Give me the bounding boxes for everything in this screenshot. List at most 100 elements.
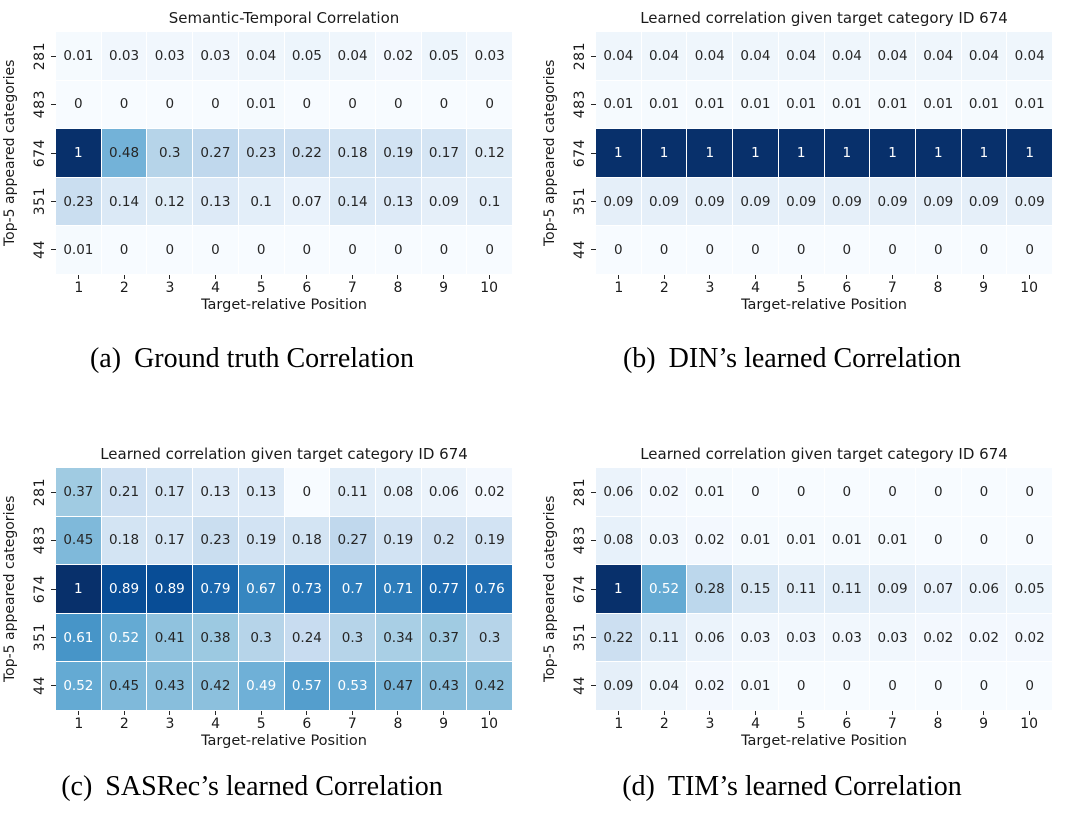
heatmap-cell: 0.09 <box>596 662 641 710</box>
heatmap-cell: 0.23 <box>238 129 284 177</box>
x-tick-mark <box>937 275 939 279</box>
x-tick-label: 7 <box>887 280 897 296</box>
heatmap-cell: 1 <box>961 129 1007 177</box>
heatmap-cell: 0 <box>284 226 330 274</box>
y-tick-label: 674 <box>32 138 48 168</box>
x-tick-label: 9 <box>979 716 989 732</box>
heatmap-cell: 0.04 <box>733 32 778 80</box>
y-tick: 483 <box>562 516 596 564</box>
heatmap-cell: 0.49 <box>238 662 284 710</box>
heatmap-cell: 0 <box>330 80 375 129</box>
x-tick-label: 1 <box>74 280 84 296</box>
heatmap-cell: 0.04 <box>824 32 870 80</box>
heatmap-cell: 0.19 <box>467 516 512 565</box>
plot-title-a: Semantic-Temporal Correlation <box>168 9 400 27</box>
y-tick-label: 281 <box>572 478 588 507</box>
y-tick-mark <box>51 685 56 687</box>
y-tick-mark <box>591 200 596 202</box>
x-tick: 9 <box>961 274 1007 296</box>
heatmap-cell: 0 <box>915 468 961 516</box>
heatmap-cell: 0.04 <box>641 32 687 80</box>
y-tick-mark <box>51 636 56 638</box>
heatmap-cell: 0.48 <box>101 129 147 177</box>
heatmap-cell: 0.04 <box>687 32 733 80</box>
caption-label: (d) <box>622 771 655 802</box>
heatmap-cell: 0.04 <box>1007 32 1052 80</box>
y-tick: 44 <box>562 662 596 710</box>
heatmap-cell: 0.28 <box>687 565 733 613</box>
heatmap-cell: 1 <box>56 565 101 613</box>
heatmap-cell: 0.38 <box>193 613 238 662</box>
plot-title-d: Learned correlation given target categor… <box>640 445 1008 463</box>
heatmap-cell: 1 <box>687 129 733 177</box>
heatmap-cell: 0 <box>101 80 147 129</box>
panel-c: Learned correlation given target categor… <box>0 420 540 828</box>
heatmap-cell: 0.79 <box>193 565 238 613</box>
y-tick-label: 281 <box>572 42 588 71</box>
x-tick-mark <box>1028 711 1030 715</box>
x-tick-label: 7 <box>347 280 357 296</box>
heatmap-cell: 1 <box>596 129 641 177</box>
x-tick: 1 <box>596 274 642 296</box>
y-tick: 674 <box>562 565 596 613</box>
heatmap-cell: 0 <box>1007 226 1052 274</box>
x-tick-label: 6 <box>842 280 852 296</box>
x-tick: 3 <box>147 710 193 732</box>
subfigure-caption-a: (a) Ground truth Correlation <box>0 343 540 375</box>
heatmap-cell: 0.11 <box>330 468 375 516</box>
heatmap-cell: 0.14 <box>101 177 147 226</box>
x-tick: 2 <box>642 274 688 296</box>
heatmap-cell: 0.04 <box>596 32 641 80</box>
y-tick: 674 <box>22 565 56 613</box>
x-tick-mark <box>1028 275 1030 279</box>
x-tick: 4 <box>193 274 239 296</box>
heatmap-cell: 0 <box>147 226 193 274</box>
heatmap-cell: 0.43 <box>421 662 467 710</box>
y-tick-mark <box>591 152 596 154</box>
heatmap-cell: 0.37 <box>421 613 467 662</box>
heatmap-cell: 0.01 <box>733 80 778 129</box>
subfigure-caption-b: (b) DIN’s learned Correlation <box>540 343 1080 375</box>
x-tick: 4 <box>733 710 779 732</box>
heatmap-cell: 0.27 <box>330 516 375 565</box>
heatmap-cell: 1 <box>641 129 687 177</box>
x-axis-label: Target-relative Position <box>741 733 907 749</box>
heatmap-cell: 0.22 <box>284 129 330 177</box>
heatmap-cell: 0.09 <box>641 177 687 226</box>
x-tick-label: 6 <box>302 716 312 732</box>
x-tick: 7 <box>870 274 916 296</box>
x-tick: 5 <box>238 710 284 732</box>
heatmap-cell: 0.09 <box>596 177 641 226</box>
heatmap-cell: 0 <box>961 468 1007 516</box>
x-tick: 4 <box>733 274 779 296</box>
heatmap-cell: 0.17 <box>421 129 467 177</box>
heatmap-cell: 0.13 <box>193 468 238 516</box>
x-tick: 5 <box>778 710 824 732</box>
x-tick-label: 2 <box>659 280 669 296</box>
y-tick: 351 <box>22 177 56 225</box>
heatmap-cell: 0.13 <box>193 177 238 226</box>
x-tick-label: 8 <box>393 716 403 732</box>
x-tick: 8 <box>915 710 961 732</box>
x-tick-mark <box>983 275 985 279</box>
caption-text: SASRec’s learned Correlation <box>105 771 443 802</box>
y-tick-mark <box>51 540 56 542</box>
heatmap-cell: 0.2 <box>421 516 467 565</box>
x-tick: 6 <box>284 710 330 732</box>
heatmap-cell: 0.18 <box>330 129 375 177</box>
heatmap-cell: 0.19 <box>375 129 421 177</box>
heatmap-cell: 0.01 <box>778 516 824 565</box>
y-tick: 483 <box>22 80 56 128</box>
heatmap-cell: 0.09 <box>824 177 870 226</box>
heatmap-cell: 0.01 <box>56 32 101 80</box>
heatmap-cell: 0.71 <box>375 565 421 613</box>
x-tick: 7 <box>330 710 376 732</box>
x-tick-label: 7 <box>887 716 897 732</box>
y-tick-label: 44 <box>572 676 588 696</box>
plot-title-b: Learned correlation given target categor… <box>640 9 1008 27</box>
y-tick-mark <box>591 588 596 590</box>
heatmap-cell: 0.18 <box>101 516 147 565</box>
y-tick-label: 483 <box>32 526 48 555</box>
heatmap-cell: 1 <box>778 129 824 177</box>
heatmap-cell: 0.52 <box>56 662 101 710</box>
